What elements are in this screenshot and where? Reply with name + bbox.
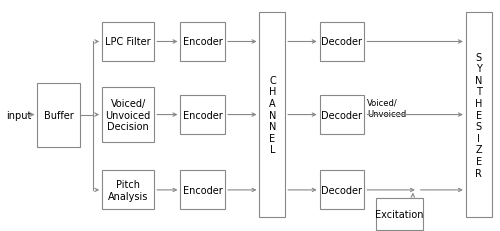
Text: Buffer: Buffer (44, 110, 74, 120)
Text: Pitch
Analysis: Pitch Analysis (108, 179, 148, 201)
Text: Voiced/: Voiced/ (367, 98, 398, 107)
Text: input: input (6, 110, 32, 120)
Bar (376, 198, 423, 230)
Text: Decoder: Decoder (322, 185, 362, 195)
Text: Encoder: Encoder (183, 185, 222, 195)
Bar (466, 13, 491, 217)
Bar (102, 88, 154, 142)
Text: LPC Filter: LPC Filter (106, 37, 151, 47)
Text: Excitation: Excitation (375, 209, 424, 219)
Bar (102, 23, 154, 62)
Bar (180, 23, 225, 62)
Bar (180, 96, 225, 134)
Bar (180, 171, 225, 210)
Bar (320, 171, 364, 210)
Text: Encoder: Encoder (183, 110, 222, 120)
Text: S
Y
N
T
H
E
S
I
Z
E
R: S Y N T H E S I Z E R (475, 52, 482, 178)
Text: Unvoiced: Unvoiced (367, 109, 406, 119)
Text: Voiced/
Unvoiced
Decision: Voiced/ Unvoiced Decision (106, 99, 151, 132)
Bar (260, 13, 285, 217)
Text: Decoder: Decoder (322, 110, 362, 120)
Text: Encoder: Encoder (183, 37, 222, 47)
Bar (320, 96, 364, 134)
Bar (320, 23, 364, 62)
Text: Decoder: Decoder (322, 37, 362, 47)
Bar (102, 171, 154, 210)
Text: C
H
A
N
N
E
L: C H A N N E L (268, 76, 276, 155)
Bar (38, 83, 80, 147)
